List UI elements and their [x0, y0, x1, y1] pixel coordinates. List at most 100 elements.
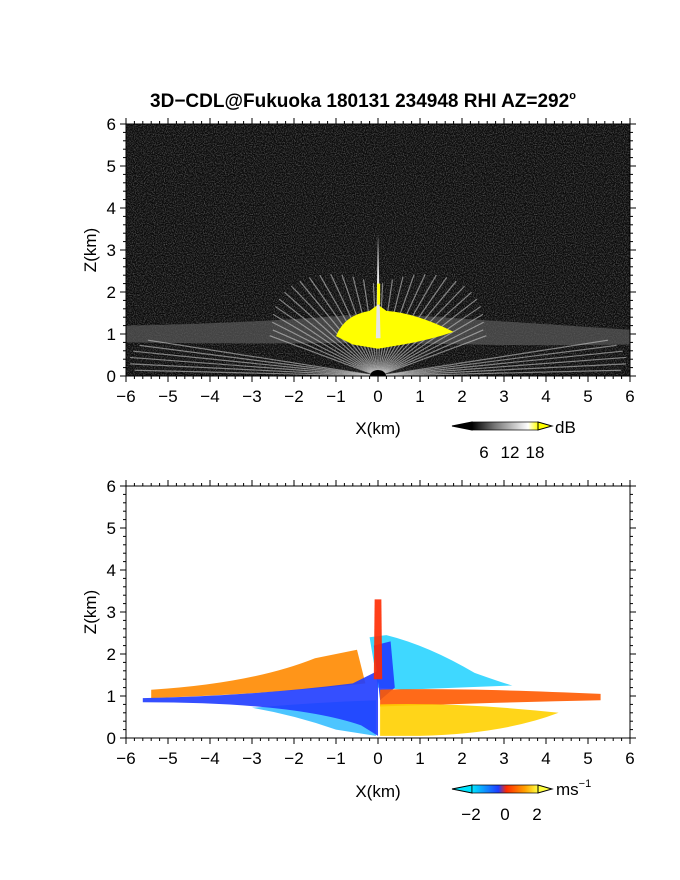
beam-ray: [272, 329, 379, 376]
colorbar-tick: −2: [461, 805, 480, 824]
x-tick-label: 5: [583, 387, 592, 406]
beam-ray: [377, 313, 484, 376]
x-tick-label: 4: [541, 387, 550, 406]
chart-title: 3D−CDL@Fukuoka 180131 234948 RHI AZ=292o: [150, 90, 576, 112]
colorbar-tick: 18: [526, 443, 545, 462]
colorbar-unit: dB: [555, 418, 576, 437]
x-tick-label: 4: [541, 749, 550, 768]
beam-ray: [272, 321, 379, 376]
high-backscatter-core: [336, 304, 454, 349]
vertical-beam-velocity: [373, 599, 383, 680]
beam-ray: [130, 363, 379, 376]
x-tick-label: 6: [625, 749, 634, 768]
colorbar-ramp: [471, 784, 539, 794]
beam-ray: [278, 298, 379, 376]
velocity-xlabel: X(km): [355, 782, 400, 801]
beam-ray: [377, 350, 623, 376]
beam-ray: [377, 321, 484, 376]
colorbar-low-triangle: [451, 784, 473, 794]
beam-ray: [377, 356, 627, 376]
colorbar-low-triangle: [451, 421, 473, 431]
beam-ray: [274, 306, 379, 376]
beam-ray: [377, 344, 617, 376]
y-tick-label: 0: [107, 729, 116, 748]
x-tick-label: −2: [284, 749, 303, 768]
inflow-upper-left: [151, 649, 366, 699]
x-tick-label: 3: [499, 387, 508, 406]
x-tick-label: −3: [242, 749, 261, 768]
y-tick-label: 4: [107, 561, 116, 580]
outflow-band-right: [380, 689, 601, 707]
x-tick-label: 2: [457, 387, 466, 406]
beam-ray: [377, 335, 487, 376]
colorbar-high-triangle: [537, 784, 554, 794]
colorbar-tick: 2: [532, 805, 541, 824]
beam-ray: [299, 280, 379, 376]
beam-ray: [377, 363, 626, 376]
x-tick-label: −1: [326, 387, 345, 406]
beam-ray: [377, 329, 484, 376]
x-tick-label: 6: [625, 387, 634, 406]
y-tick-label: 3: [107, 241, 116, 260]
y-tick-label: 3: [107, 603, 116, 622]
velocity-ylabel: Z(km): [81, 590, 100, 634]
x-tick-label: 5: [583, 749, 592, 768]
colorbar-high-triangle: [537, 421, 554, 431]
backscatter-xlabel: X(km): [355, 419, 400, 438]
colorbar-ramp: [471, 421, 539, 431]
colorbar-tick: 0: [500, 805, 509, 824]
beam-ray: [133, 350, 379, 376]
lidar-origin: [370, 370, 386, 376]
x-tick-label: −4: [200, 387, 219, 406]
x-tick-label: 0: [373, 749, 382, 768]
backscatter-colorbar: dB 6 12 18: [451, 418, 576, 462]
outflow-lower-right: [380, 704, 559, 736]
beam-ray: [139, 344, 379, 376]
x-tick-label: −1: [326, 749, 345, 768]
y-tick-label: 6: [107, 477, 116, 496]
beam-ray: [290, 285, 379, 376]
velocity-colorbar: ms−1 −2 0 2: [451, 778, 591, 824]
y-tick-label: 1: [107, 325, 116, 344]
x-tick-label: −5: [158, 749, 177, 768]
beam-ray: [377, 339, 609, 376]
y-tick-label: 5: [107, 157, 116, 176]
backscatter-field: [126, 233, 630, 376]
x-tick-label: 3: [499, 749, 508, 768]
x-tick-label: −6: [116, 387, 135, 406]
x-tick-label: −6: [116, 749, 135, 768]
y-tick-label: 6: [107, 115, 116, 134]
y-tick-label: 2: [107, 645, 116, 664]
x-tick-label: 2: [457, 749, 466, 768]
y-tick-label: 4: [107, 199, 116, 218]
blue-band-left: [142, 670, 378, 736]
x-tick-label: −2: [284, 387, 303, 406]
y-tick-label: 5: [107, 519, 116, 538]
x-tick-label: −3: [242, 387, 261, 406]
y-tick-label: 0: [107, 367, 116, 386]
vertical-beam-core: [377, 283, 381, 305]
beam-ray: [377, 369, 622, 376]
beam-ray: [269, 335, 379, 376]
beam-ray: [284, 291, 379, 376]
velocity-panel: −6 −5 −4 −3 −2 −1 0 1 2 3 4 5 6 0 1 2 3 4 5 6 X(km) Z(km) m…: [81, 477, 636, 824]
colorbar-tick: 6: [479, 443, 488, 462]
beam-ray: [272, 313, 379, 376]
outflow-upper-right: [369, 635, 513, 690]
x-tick-label: −5: [158, 387, 177, 406]
x-tick-label: −4: [200, 749, 219, 768]
colorbar-tick: 12: [501, 443, 520, 462]
y-tick-label: 2: [107, 283, 116, 302]
x-tick-label: 0: [373, 387, 382, 406]
y-tick-label: 1: [107, 687, 116, 706]
x-tick-label: 1: [415, 387, 424, 406]
velocity-field: [142, 599, 601, 736]
beam-ray: [147, 339, 379, 376]
beam-ray: [134, 369, 379, 376]
backscatter-ylabel: Z(km): [81, 228, 100, 272]
beam-ray: [129, 356, 379, 376]
beam-ray: [377, 306, 482, 376]
colorbar-unit: ms−1: [556, 778, 591, 799]
